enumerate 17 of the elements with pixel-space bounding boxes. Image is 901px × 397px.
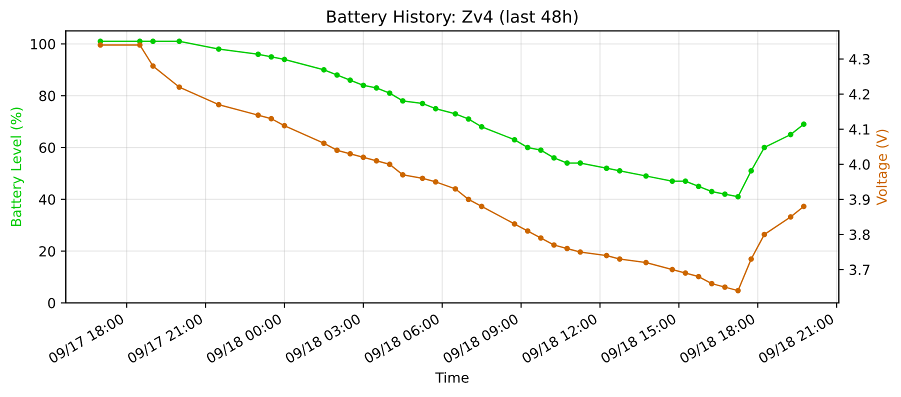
y2-tick-label: 3.9 — [850, 194, 870, 205]
y2-tick-label: 4.1 — [849, 124, 870, 134]
y-tick-label: 80 — [39, 90, 56, 102]
chart-title: Battery History: Zv4 (last 48h) — [327, 10, 578, 26]
y-tick-label: 40 — [39, 194, 56, 205]
y-tick-label: 100 — [31, 38, 56, 50]
y2-tick-label: 3.8 — [850, 229, 870, 240]
y2-tick-label: 3.7 — [850, 264, 870, 276]
y2-tick-label: 4.2 — [849, 89, 870, 100]
y2-tick-label: 4.0 — [849, 159, 870, 170]
y2-axis-title: Voltage (V) — [876, 130, 890, 206]
y2-tick-label: 4.3 — [849, 54, 870, 65]
y-tick-label: 20 — [39, 246, 56, 257]
y-tick-label: 0 — [48, 298, 56, 308]
y-tick-label: 60 — [39, 142, 56, 153]
y-axis-title: Battery Level (%) — [10, 108, 24, 226]
x-axis-title: Time — [435, 372, 469, 383]
